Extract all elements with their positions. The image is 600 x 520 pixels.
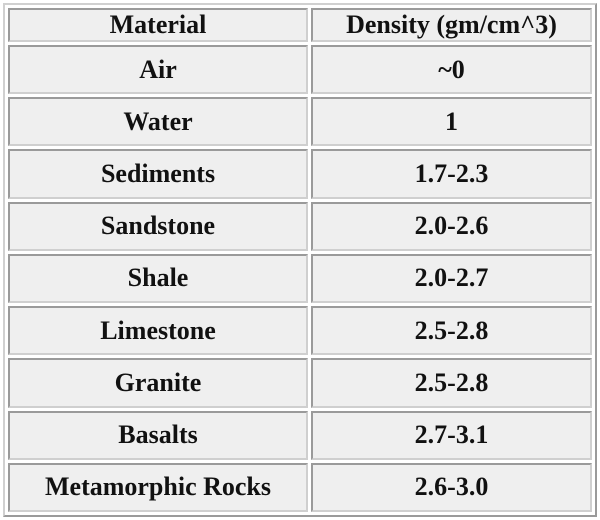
table-body: Air ~0 Water 1 Sediments 1.7-2.3 Sandstone 2.0-… [8, 45, 592, 512]
material-cell: Metamorphic Rocks [8, 462, 308, 512]
density-cell: 1.7-2.3 [311, 149, 592, 199]
material-cell: Sediments [8, 149, 308, 199]
material-cell: Basalts [8, 410, 308, 460]
material-cell: Water [8, 97, 308, 147]
material-cell: Sandstone [8, 201, 308, 251]
material-cell: Limestone [8, 306, 308, 356]
density-cell: 2.5-2.8 [311, 306, 592, 356]
table-row: Sediments 1.7-2.3 [8, 149, 592, 199]
table-row: Metamorphic Rocks 2.6-3.0 [8, 462, 592, 512]
density-cell: 2.0-2.6 [311, 201, 592, 251]
density-cell: 1 [311, 97, 592, 147]
table-row: Basalts 2.7-3.1 [8, 410, 592, 460]
material-cell: Air [8, 45, 308, 95]
header-cell: Material [8, 8, 308, 42]
density-cell: 2.7-3.1 [311, 410, 592, 460]
table-row: Sandstone 2.0-2.6 [8, 201, 592, 251]
density-cell: 2.0-2.7 [311, 253, 592, 304]
density-cell: 2.5-2.8 [311, 358, 592, 408]
table-row: Water 1 [8, 97, 592, 147]
table-row: Shale 2.0-2.7 [8, 253, 592, 304]
density-table: Material Density (gm/cm^3) Air ~0 Water 1 Se… [3, 3, 597, 517]
material-cell: Granite [8, 358, 308, 408]
table-row: Air ~0 [8, 45, 592, 95]
header-row: Material Density (gm/cm^3) [8, 8, 592, 42]
table-row: Limestone 2.5-2.8 [8, 306, 592, 356]
density-cell: ~0 [311, 45, 592, 95]
header-cell: Density (gm/cm^3) [311, 8, 592, 42]
material-cell: Shale [8, 253, 308, 304]
table-row: Granite 2.5-2.8 [8, 358, 592, 408]
density-cell: 2.6-3.0 [311, 462, 592, 512]
